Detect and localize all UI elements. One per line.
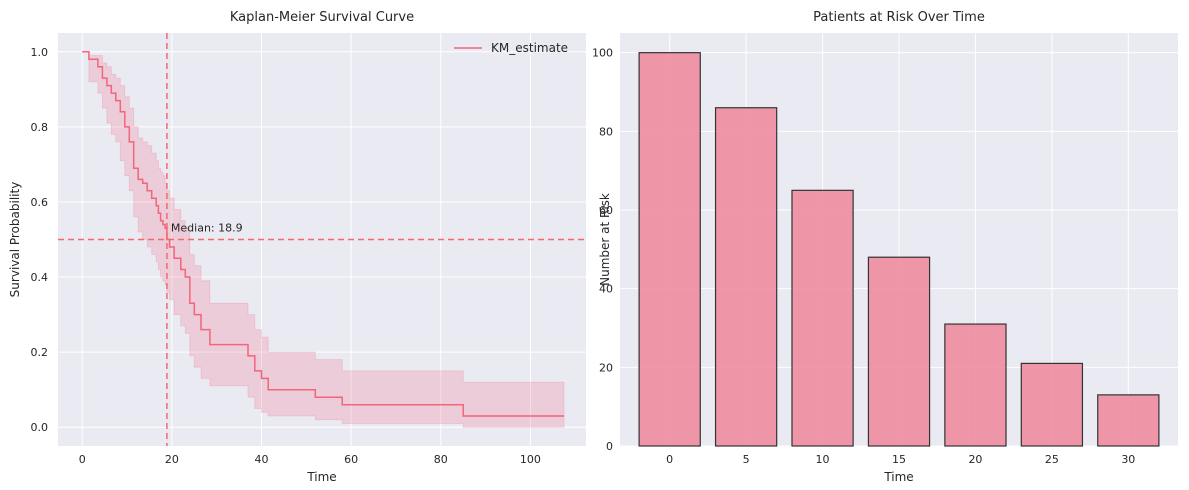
km-y-tick-label: 0.2	[31, 346, 49, 359]
risk-x-axis-label: Time	[883, 470, 913, 484]
risk-panel: 0 20 40 60 80 100 0 5 10 15 20 25 30 Patients at Ris…	[592, 10, 1178, 484]
km-x-tick-label: 20	[165, 453, 179, 466]
risk-x-tick-label: 0	[666, 453, 673, 466]
risk-y-tick-label: 40	[599, 283, 613, 296]
risk-x-tick-label: 10	[816, 453, 830, 466]
km-x-tick-label: 0	[79, 453, 86, 466]
risk-bar	[791, 189, 854, 447]
risk-y-tick-label: 60	[599, 204, 613, 217]
risk-tick-labels: 0 20 40 60 80 100 0 5 10 15 20 25 30	[592, 47, 1135, 466]
km-panel: Median: 18.9 0 20 40 60 80 100 0.0 0.2 0.4 0.6 0.8…	[8, 10, 586, 484]
risk-y-axis-label: Number at Risk	[598, 193, 612, 286]
km-legend: KM_estimate	[454, 41, 568, 55]
km-y-axis-label: Survival Probability	[8, 182, 22, 298]
risk-chart-title: Patients at Risk Over Time	[813, 10, 985, 25]
km-y-tick-label: 0.6	[31, 196, 49, 209]
km-y-tick-label: 0.0	[31, 421, 49, 434]
median-annotation: Median: 18.9	[171, 222, 243, 235]
risk-bar	[1020, 362, 1084, 447]
risk-y-tick-label: 0	[606, 440, 613, 453]
risk-y-tick-label: 100	[592, 47, 613, 60]
km-x-tick-label: 80	[434, 453, 448, 466]
km-y-tick-label: 1.0	[31, 46, 49, 59]
km-x-tick-label: 100	[520, 453, 541, 466]
risk-bar	[867, 256, 931, 447]
km-chart-title: Kaplan-Meier Survival Curve	[230, 10, 414, 25]
km-x-tick-label: 60	[344, 453, 358, 466]
risk-bar	[638, 52, 701, 447]
km-y-tick-label: 0.8	[31, 121, 49, 134]
risk-x-tick-label: 30	[1121, 453, 1135, 466]
km-survival-line	[82, 51, 564, 417]
risk-x-tick-label: 15	[892, 453, 906, 466]
risk-bar	[1097, 394, 1160, 447]
km-confidence-band	[82, 51, 565, 428]
risk-bar	[944, 323, 1007, 447]
km-y-tick-label: 0.4	[31, 271, 49, 284]
risk-x-tick-label: 5	[743, 453, 750, 466]
risk-y-tick-label: 20	[599, 361, 613, 374]
risk-x-tick-label: 20	[968, 453, 982, 466]
risk-y-tick-label: 80	[599, 125, 613, 138]
legend-label-km-estimate: KM_estimate	[491, 41, 568, 55]
risk-bars	[638, 52, 1160, 447]
km-x-axis-label: Time	[306, 470, 336, 484]
km-x-tick-label: 40	[254, 453, 268, 466]
risk-bar	[714, 107, 778, 447]
km-tick-labels: 0 20 40 60 80 100 0.0 0.2 0.4 0.6 0.8 1.0	[31, 46, 541, 466]
risk-x-tick-label: 25	[1045, 453, 1059, 466]
